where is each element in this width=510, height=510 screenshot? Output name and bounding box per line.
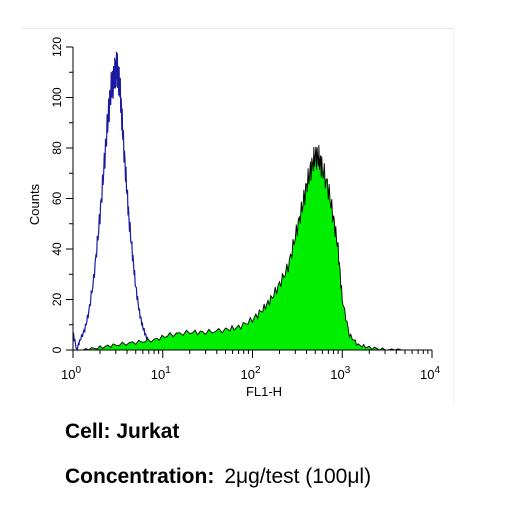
y-tick-label: 20 [50, 293, 64, 307]
y-axis-label: Counts [27, 183, 42, 225]
y-tick-label: 60 [50, 192, 64, 206]
y-tick-label: 120 [50, 37, 64, 57]
concentration-caption: Concentration: 2μg/test (100μl) [65, 465, 371, 489]
concentration-value: 2μg/test (100μl) [224, 465, 372, 488]
y-tick-label: 0 [50, 346, 64, 353]
concentration-label: Concentration: [65, 465, 215, 488]
cell-caption: Cell: Jurkat [65, 420, 180, 443]
series-filled-histogram [82, 145, 405, 351]
x-tick-label: 100 [61, 365, 81, 382]
x-tick-label: 104 [420, 365, 440, 382]
x-tick-label: 102 [240, 365, 260, 382]
x-tick-label: 103 [330, 365, 350, 382]
x-tick-label: 101 [151, 365, 171, 382]
y-tick-label: 40 [50, 242, 64, 256]
series-outline-histogram [72, 51, 164, 352]
x-axis-label: FL1-H [246, 384, 282, 399]
plot-frame [22, 28, 454, 404]
histogram-chart: 100 101 102 103 104 0 20 40 60 80 100 120 FL1-H Count… [27, 37, 440, 399]
y-tick-label: 80 [50, 141, 64, 155]
y-tick-label: 100 [50, 87, 64, 107]
